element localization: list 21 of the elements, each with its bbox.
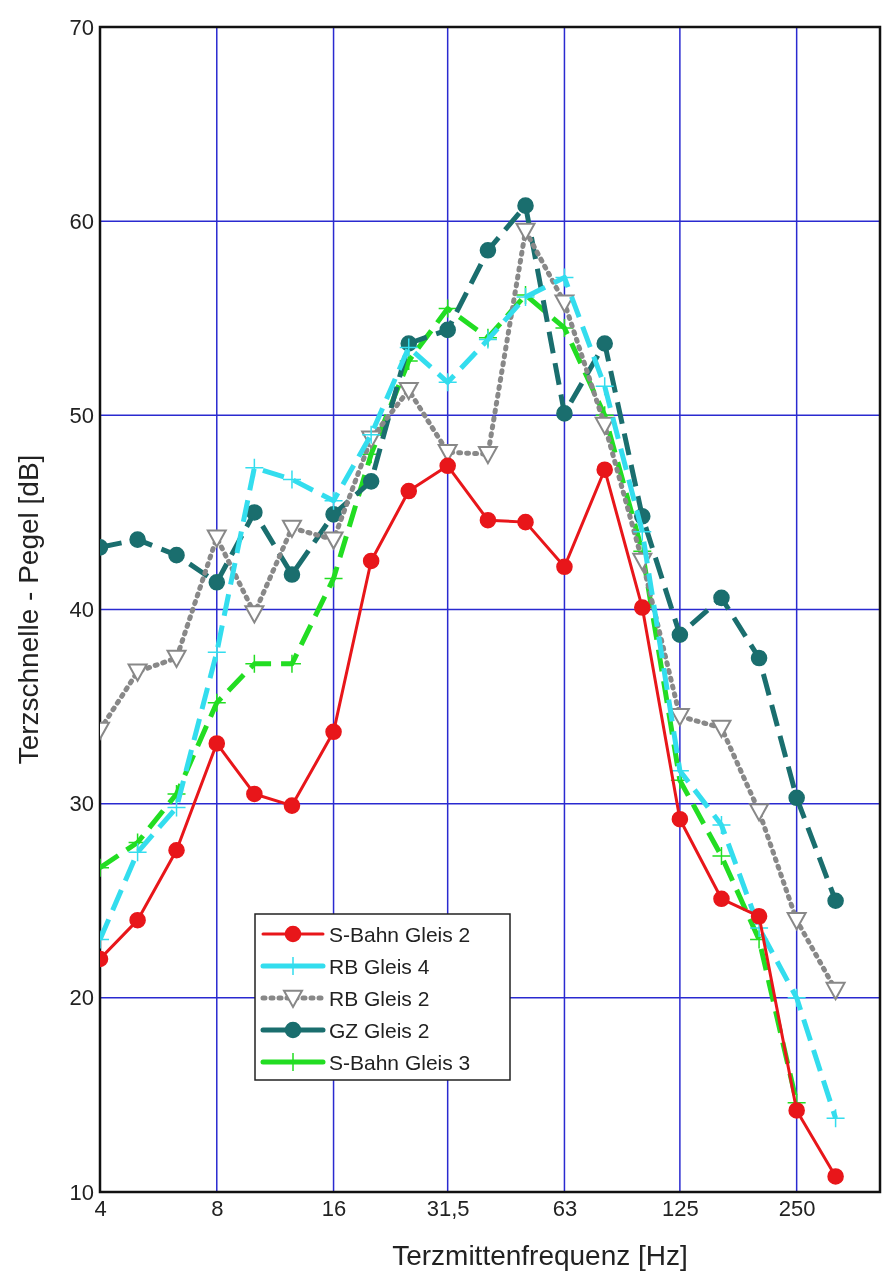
y-tick-label: 50 xyxy=(69,402,94,428)
legend-label: S-Bahn Gleis 2 xyxy=(329,923,471,946)
x-tick-label: 63 xyxy=(552,1195,578,1221)
x-tick-label: 16 xyxy=(321,1195,347,1221)
x-tick-label: 125 xyxy=(662,1195,699,1221)
y-axis-title: Terzschnelle - Pegel [dB] xyxy=(13,454,44,765)
legend-label: GZ Gleis 2 xyxy=(329,1019,430,1042)
y-tick-label: 30 xyxy=(69,791,94,817)
y-tick-label: 70 xyxy=(69,14,94,40)
x-tick-label: 31,5 xyxy=(426,1195,470,1221)
y-tick-label: 60 xyxy=(69,208,94,234)
legend-label: S-Bahn Gleis 3 xyxy=(329,1051,471,1074)
x-tick-label: 8 xyxy=(211,1195,224,1221)
x-axis-title: Terzmittenfrequenz [Hz] xyxy=(392,1240,688,1271)
legend-label: RB Gleis 4 xyxy=(329,955,430,978)
y-tick-label: 10 xyxy=(69,1179,94,1205)
x-tick-label: 4 xyxy=(94,1195,107,1221)
x-tick-label: 250 xyxy=(778,1195,816,1221)
y-tick-label: 40 xyxy=(69,597,94,623)
legend-label: RB Gleis 2 xyxy=(329,987,430,1010)
y-tick-label: 20 xyxy=(69,985,94,1011)
